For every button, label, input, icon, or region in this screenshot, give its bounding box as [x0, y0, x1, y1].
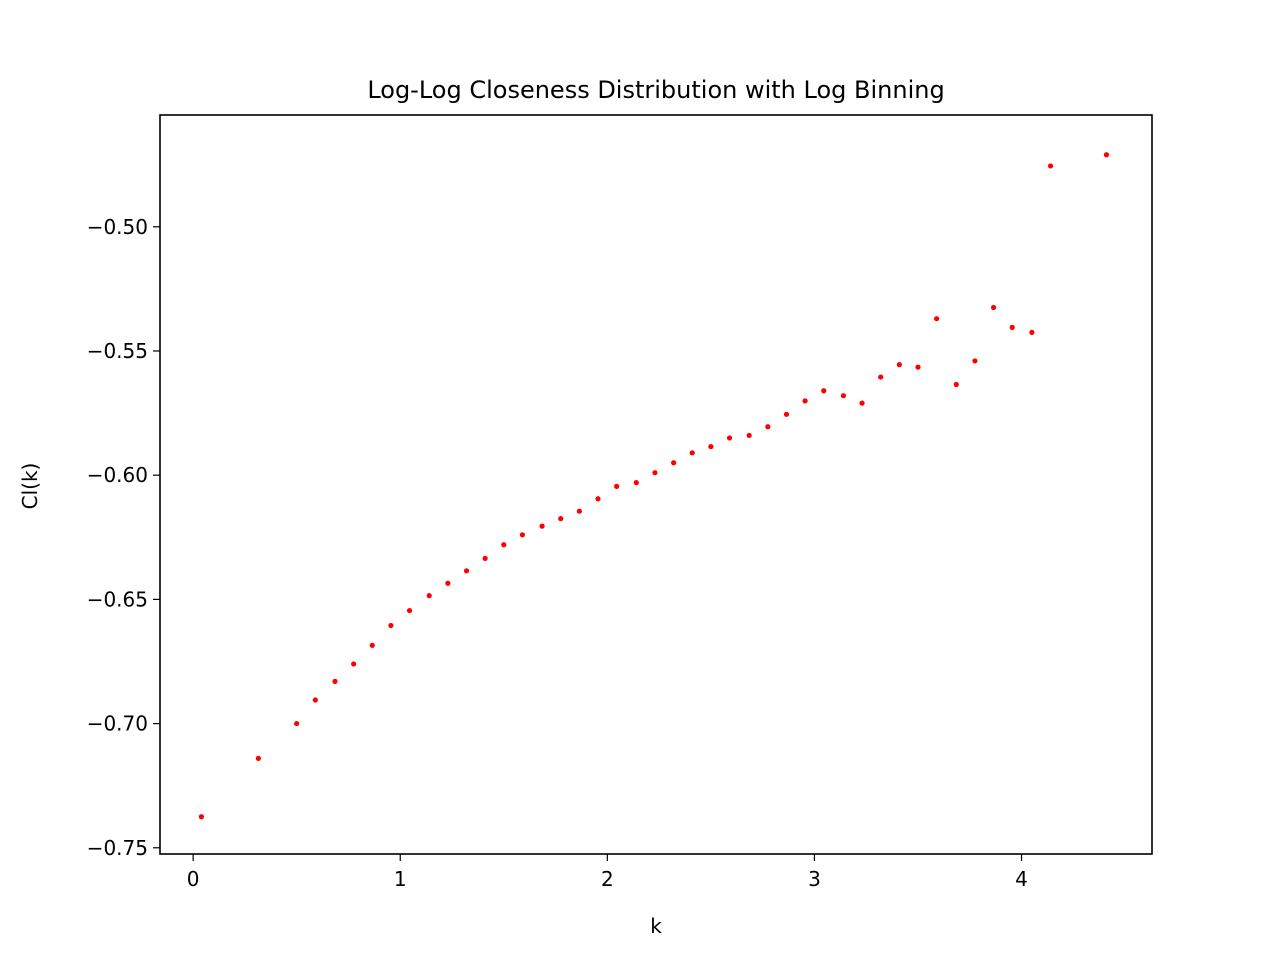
x-tick-label: 1: [394, 867, 407, 891]
data-point: [595, 496, 601, 502]
data-point: [614, 483, 620, 489]
data-point: [388, 622, 394, 629]
data-points: [198, 152, 1110, 820]
data-point: [406, 607, 413, 614]
data-point: [519, 532, 526, 538]
x-axis-label: k: [650, 914, 662, 938]
data-point: [934, 316, 940, 322]
plot-area: [159, 114, 1153, 855]
y-tick-label: −0.75: [87, 836, 148, 860]
data-point: [633, 480, 639, 486]
data-point: [896, 362, 902, 368]
data-point: [198, 814, 205, 820]
data-point: [859, 400, 865, 406]
x-tick-label: 2: [601, 867, 614, 891]
x-tick-label: 4: [1015, 867, 1028, 891]
data-point: [1103, 152, 1110, 158]
x-axis: 0 1 2 3 4: [187, 854, 1028, 891]
y-tick-label: −0.65: [87, 587, 148, 611]
data-point: [972, 358, 978, 364]
data-point: [445, 580, 451, 586]
data-point: [369, 642, 375, 648]
data-point: [783, 411, 790, 417]
y-tick-label: −0.60: [87, 463, 148, 487]
data-point: [915, 364, 921, 370]
data-point: [501, 542, 507, 548]
data-point: [255, 755, 261, 761]
y-tick-label: −0.70: [87, 712, 148, 736]
data-point: [426, 593, 432, 599]
data-point: [1029, 329, 1035, 335]
data-point: [953, 381, 959, 388]
data-point: [558, 516, 564, 522]
data-point: [821, 388, 827, 394]
y-axis-label: Cl(k): [18, 463, 42, 510]
data-point: [990, 304, 997, 311]
x-tick-label: 3: [808, 867, 821, 891]
data-point: [878, 374, 884, 380]
data-point: [1009, 324, 1015, 330]
data-point: [726, 435, 733, 441]
data-point: [482, 555, 488, 562]
data-point: [539, 523, 545, 529]
data-point: [708, 444, 714, 450]
data-point: [463, 568, 470, 574]
chart-title: Log-Log Closeness Distribution with Log …: [367, 76, 944, 104]
plot-frame: [159, 114, 1153, 855]
data-point: [652, 470, 658, 476]
data-point: [671, 460, 677, 466]
data-point: [689, 450, 695, 456]
x-tick-label: 0: [187, 867, 200, 891]
y-tick-label: −0.55: [87, 339, 148, 363]
data-point: [840, 393, 847, 399]
data-point: [1047, 163, 1054, 169]
data-point: [746, 432, 752, 439]
data-point: [332, 678, 338, 684]
data-point: [802, 398, 808, 404]
data-point: [294, 720, 300, 727]
y-axis: −0.75 −0.70 −0.65 −0.60 −0.55 −0.50: [87, 215, 160, 860]
data-point: [576, 508, 582, 514]
data-point: [765, 424, 771, 430]
data-point: [312, 697, 318, 703]
y-tick-label: −0.50: [87, 215, 148, 239]
data-point: [351, 661, 357, 667]
